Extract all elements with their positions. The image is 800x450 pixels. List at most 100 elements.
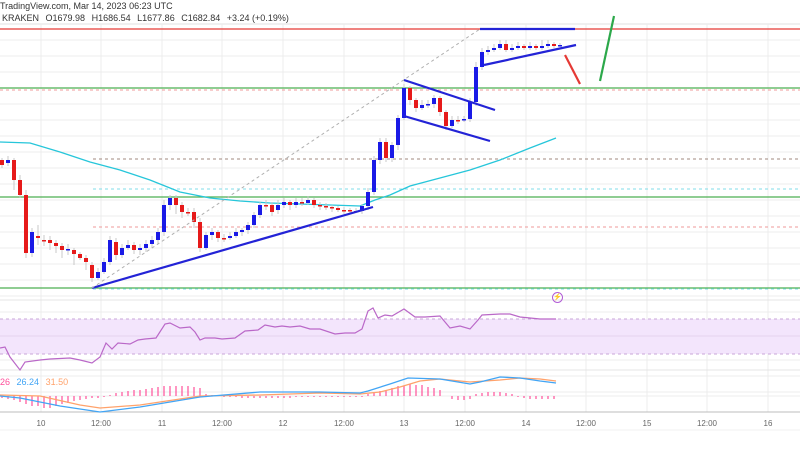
- high-value: H1686.54: [91, 13, 131, 23]
- candle-body: [258, 205, 262, 215]
- candle-body: [396, 118, 400, 145]
- candle-body: [306, 200, 310, 203]
- candle-body: [492, 48, 496, 50]
- candle-body: [222, 238, 226, 240]
- candle-body: [426, 104, 430, 106]
- candle-body: [540, 46, 544, 48]
- macd-signal-value: 31.50: [45, 377, 69, 387]
- candle-body: [252, 215, 256, 225]
- time-axis-label: 12:00: [454, 419, 476, 428]
- time-axis-label: 11: [157, 419, 167, 428]
- candle-body: [324, 206, 328, 208]
- candle-body: [18, 180, 22, 195]
- candle-body: [246, 225, 250, 230]
- candle-body: [336, 208, 340, 210]
- candle-body: [516, 46, 520, 48]
- candle-body: [144, 244, 148, 248]
- bearish-arrow: [564, 54, 581, 85]
- bullish-trend-line: [91, 205, 374, 290]
- time-axis-label: 15: [642, 419, 652, 428]
- macd-line: [0, 376, 557, 413]
- candle-body: [282, 202, 286, 205]
- macd-signal-line: [0, 377, 557, 409]
- bullish-arrow: [598, 15, 616, 82]
- candle-body: [384, 142, 388, 158]
- candle-body: [54, 243, 58, 246]
- time-axis-label: 13: [399, 419, 409, 428]
- candle-body: [402, 88, 406, 118]
- candle-body: [378, 142, 382, 160]
- candle-body: [6, 160, 10, 163]
- candle-body: [126, 245, 130, 248]
- candle-body: [444, 112, 448, 126]
- candle-body: [174, 198, 178, 205]
- channel-upper: [403, 78, 496, 112]
- candle-body: [372, 160, 376, 192]
- candle-body: [264, 205, 268, 207]
- candle-body: [30, 232, 34, 253]
- macd-line-value: 26.24: [16, 377, 40, 387]
- candle-body: [84, 258, 88, 262]
- candle-body: [156, 232, 160, 240]
- candle-body: [534, 46, 538, 48]
- candle-body: [234, 232, 238, 236]
- candle-body: [414, 100, 418, 108]
- candle-body: [180, 205, 184, 212]
- time-axis-label: 12: [278, 419, 288, 428]
- exchange-label: KRAKEN: [2, 13, 40, 23]
- source-line: TradingView.com, Mar 14, 2023 06:23 UTC: [0, 1, 173, 11]
- candle-body: [198, 222, 202, 248]
- candle-body: [456, 120, 460, 122]
- time-axis-label: 12:00: [90, 419, 112, 428]
- candle-body: [162, 205, 166, 232]
- candle-body: [90, 265, 94, 278]
- candle-body: [468, 102, 472, 119]
- candle-body: [102, 262, 106, 272]
- candle-body: [24, 195, 28, 253]
- candle-body: [522, 46, 526, 48]
- close-value: C1682.84: [181, 13, 221, 23]
- channel-lower: [403, 114, 491, 143]
- time-axis-label: 12:00: [696, 419, 718, 428]
- candle-body: [150, 240, 154, 244]
- candle-body: [276, 205, 280, 210]
- candle-body: [510, 48, 514, 50]
- candle-body: [108, 240, 112, 262]
- candle-body: [474, 67, 478, 102]
- macd-legend: 26 26.24 31.50: [0, 377, 72, 387]
- low-value: L1677.86: [137, 13, 175, 23]
- candle-body: [366, 192, 370, 206]
- candle-body: [240, 230, 244, 232]
- candle-body: [216, 232, 220, 238]
- candle-body: [462, 119, 466, 121]
- candle-body: [48, 240, 52, 243]
- candle-body: [480, 52, 484, 67]
- candle-body: [192, 212, 196, 222]
- flash-icon[interactable]: ⚡: [552, 292, 563, 303]
- time-axis-label: 12:00: [211, 419, 233, 428]
- sma-line: [0, 137, 557, 207]
- candle-body: [342, 210, 346, 212]
- candle-body: [120, 248, 124, 255]
- candle-body: [498, 44, 502, 48]
- open-value: O1679.98: [45, 13, 86, 23]
- change-value: +3.24 (+0.19%): [226, 13, 289, 23]
- candle-body: [318, 205, 322, 207]
- candle-body: [300, 202, 304, 204]
- time-axis-label: 14: [521, 419, 531, 428]
- candle-body: [558, 45, 562, 47]
- candle-body: [186, 212, 190, 214]
- candle-body: [432, 98, 436, 104]
- candle-body: [312, 200, 316, 205]
- candle-body: [294, 202, 298, 205]
- time-axis-label: 12:00: [333, 419, 355, 428]
- candle-body: [114, 242, 118, 255]
- candle-body: [408, 88, 412, 100]
- candle-body: [360, 206, 364, 211]
- candle-body: [486, 50, 490, 52]
- candle-body: [228, 236, 232, 238]
- candle-body: [0, 160, 4, 165]
- candle-body: [528, 46, 532, 48]
- candle-body: [552, 44, 556, 46]
